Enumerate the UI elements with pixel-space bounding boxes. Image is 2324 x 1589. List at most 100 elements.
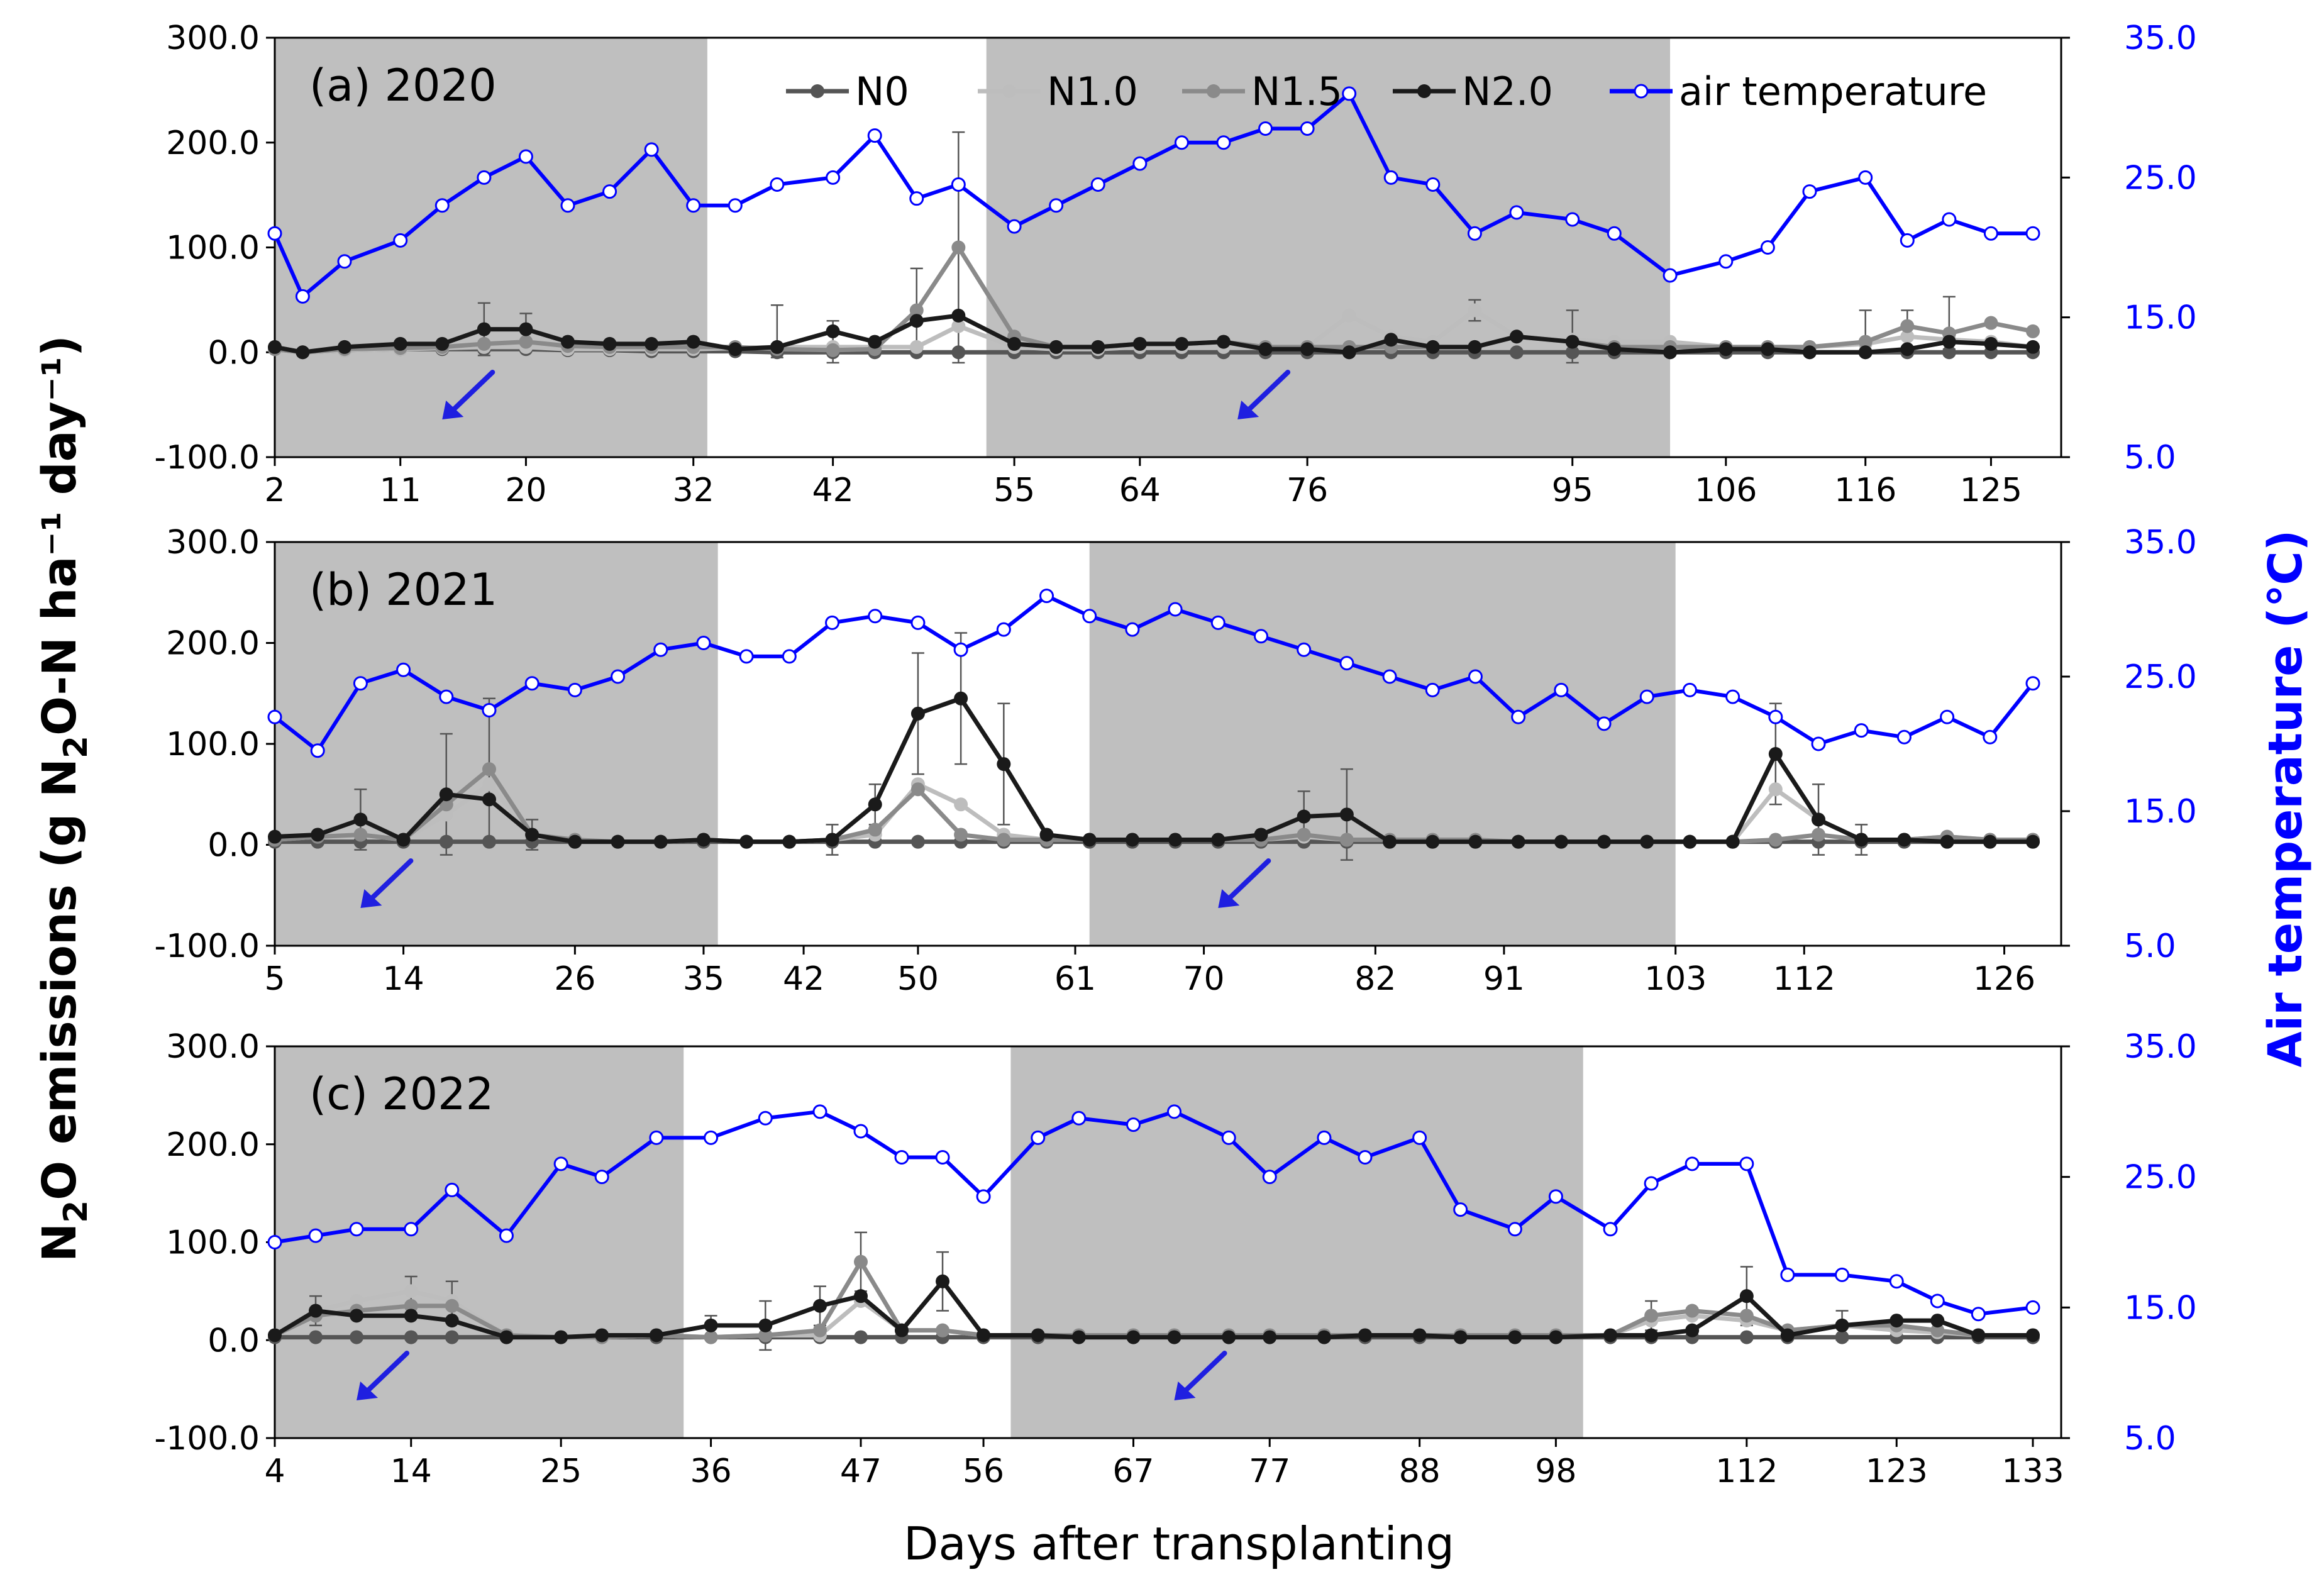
series-point-N2.0 (1254, 828, 1268, 842)
panel-label: (a) 2020 (309, 60, 497, 111)
temperature-point (1383, 170, 1398, 185)
series-point-N2.0 (1554, 834, 1568, 849)
arrow-head-icon (1174, 1381, 1196, 1400)
temperature-point (1854, 723, 1869, 738)
x-tick-label: 42 (812, 472, 854, 509)
series-point-N2.0 (393, 336, 407, 351)
series-point-N2.0 (1761, 342, 1775, 357)
temperature-point (1453, 1202, 1468, 1217)
temperature-point (567, 682, 582, 697)
temperature-point (1554, 682, 1569, 697)
series-point-N2.0 (1509, 329, 1524, 344)
shaded-period (275, 1046, 684, 1438)
y-tick-label: 200.0 (166, 625, 260, 663)
temperature-point (560, 198, 575, 213)
series-point-N2.0 (268, 829, 282, 844)
series-point-N2.0 (1640, 834, 1654, 849)
series-point-N2.0 (1984, 336, 1998, 351)
x-tick-label: 95 (1552, 472, 1593, 509)
temperature-point (996, 622, 1011, 637)
series-point-N2.0 (499, 1330, 514, 1344)
temperature-point (826, 170, 841, 185)
series-point-N2.0 (1549, 1330, 1563, 1344)
series-point-N2.0 (396, 833, 411, 847)
x-tick-label: 42 (783, 960, 824, 998)
x-tick-label: 55 (993, 472, 1035, 509)
series-point-N1.5 (936, 1323, 950, 1337)
y-tick-label: 200.0 (166, 125, 260, 162)
series-point-N0 (910, 834, 925, 849)
x-tick-label: 26 (554, 960, 595, 998)
series-point-N1.0 (1900, 329, 1915, 344)
temperature-point (1300, 121, 1315, 136)
temperature-point (1639, 689, 1654, 704)
temperature-point (393, 233, 408, 248)
series-point-N2.0 (1971, 1328, 1986, 1343)
series-point-N2.0 (1126, 1330, 1141, 1344)
x-tick-label: 50 (897, 960, 939, 998)
y2-tick-label: 15.0 (2124, 1289, 2197, 1327)
temperature-point (1983, 226, 1998, 241)
temperature-point (1262, 1170, 1277, 1185)
x-axis-title: Days after transplanting (904, 1517, 1454, 1570)
series-point-N1.5 (477, 336, 491, 351)
temperature-point (611, 669, 626, 684)
temperature-point (1603, 1222, 1618, 1237)
shaded-period (275, 38, 707, 457)
temperature-point (1467, 226, 1482, 241)
series-point-N2.0 (1297, 809, 1311, 824)
x-tick-label: 64 (1119, 472, 1161, 509)
temperature-point (1468, 669, 1483, 684)
temperature-point (1132, 156, 1148, 171)
y-tick-label: -100.0 (154, 439, 260, 477)
series-point-N0 (482, 834, 496, 849)
arrow-head-icon (1237, 401, 1259, 419)
temperature-point (434, 198, 450, 213)
y-tick-label: 0.0 (208, 1322, 260, 1359)
series-point-N2.0 (311, 828, 325, 842)
x-tick-label: 61 (1054, 960, 1096, 998)
y2-tick-label: 5.0 (2124, 1420, 2176, 1458)
x-tick-label: 76 (1286, 472, 1328, 509)
x-tick-label: 77 (1249, 1453, 1290, 1490)
series-point-N2.0 (1858, 345, 1873, 360)
x-tick-label: 82 (1354, 960, 1396, 998)
temperature-point (1358, 1150, 1373, 1165)
temperature-point (1940, 709, 1955, 724)
series-point-N2.0 (1071, 1330, 1086, 1344)
series-point-N2.0 (1167, 1330, 1181, 1344)
series-point-N2.0 (1644, 1328, 1659, 1343)
temperature-line (274, 594, 2035, 753)
series-point-N1.5 (1339, 833, 1354, 847)
temperature-point (553, 1156, 568, 1171)
series-point-N2.0 (1683, 834, 1697, 849)
x-tick-label: 36 (690, 1453, 731, 1490)
temperature-point (935, 1150, 950, 1165)
temperature-point (2025, 226, 2040, 241)
temperature-point (1780, 1267, 1795, 1282)
temperature-point (739, 649, 754, 664)
series-point-N2.0 (1725, 834, 1740, 849)
series-point-N1.5 (1812, 828, 1826, 842)
series-point-N1.5 (909, 303, 924, 318)
series-point-N1.0 (1768, 782, 1783, 797)
arrow-icon (360, 1351, 410, 1398)
series-point-N1.0 (439, 807, 453, 822)
series-point-N2.0 (1897, 833, 1912, 847)
y2-tick-label: 15.0 (2124, 299, 2197, 337)
temperature-point (1126, 1117, 1141, 1132)
temperature-point (1663, 268, 1678, 283)
y-tick-label: 0.0 (208, 827, 260, 865)
temperature-point (1644, 1176, 1659, 1191)
series-point-N1.5 (868, 822, 882, 837)
series-point-N2.0 (296, 345, 310, 360)
temperature-point (499, 1228, 514, 1243)
series-point-N2.0 (1511, 834, 1525, 849)
legend-label: N1.5 (1251, 69, 1342, 114)
series-point-N1.0 (350, 1293, 364, 1308)
series-point-N1.5 (854, 1254, 868, 1269)
y-tick-label: 300.0 (166, 19, 260, 57)
series-point-N1.5 (445, 1298, 459, 1313)
legend-marker (1002, 84, 1016, 98)
y-tick-label: 300.0 (166, 1028, 260, 1066)
